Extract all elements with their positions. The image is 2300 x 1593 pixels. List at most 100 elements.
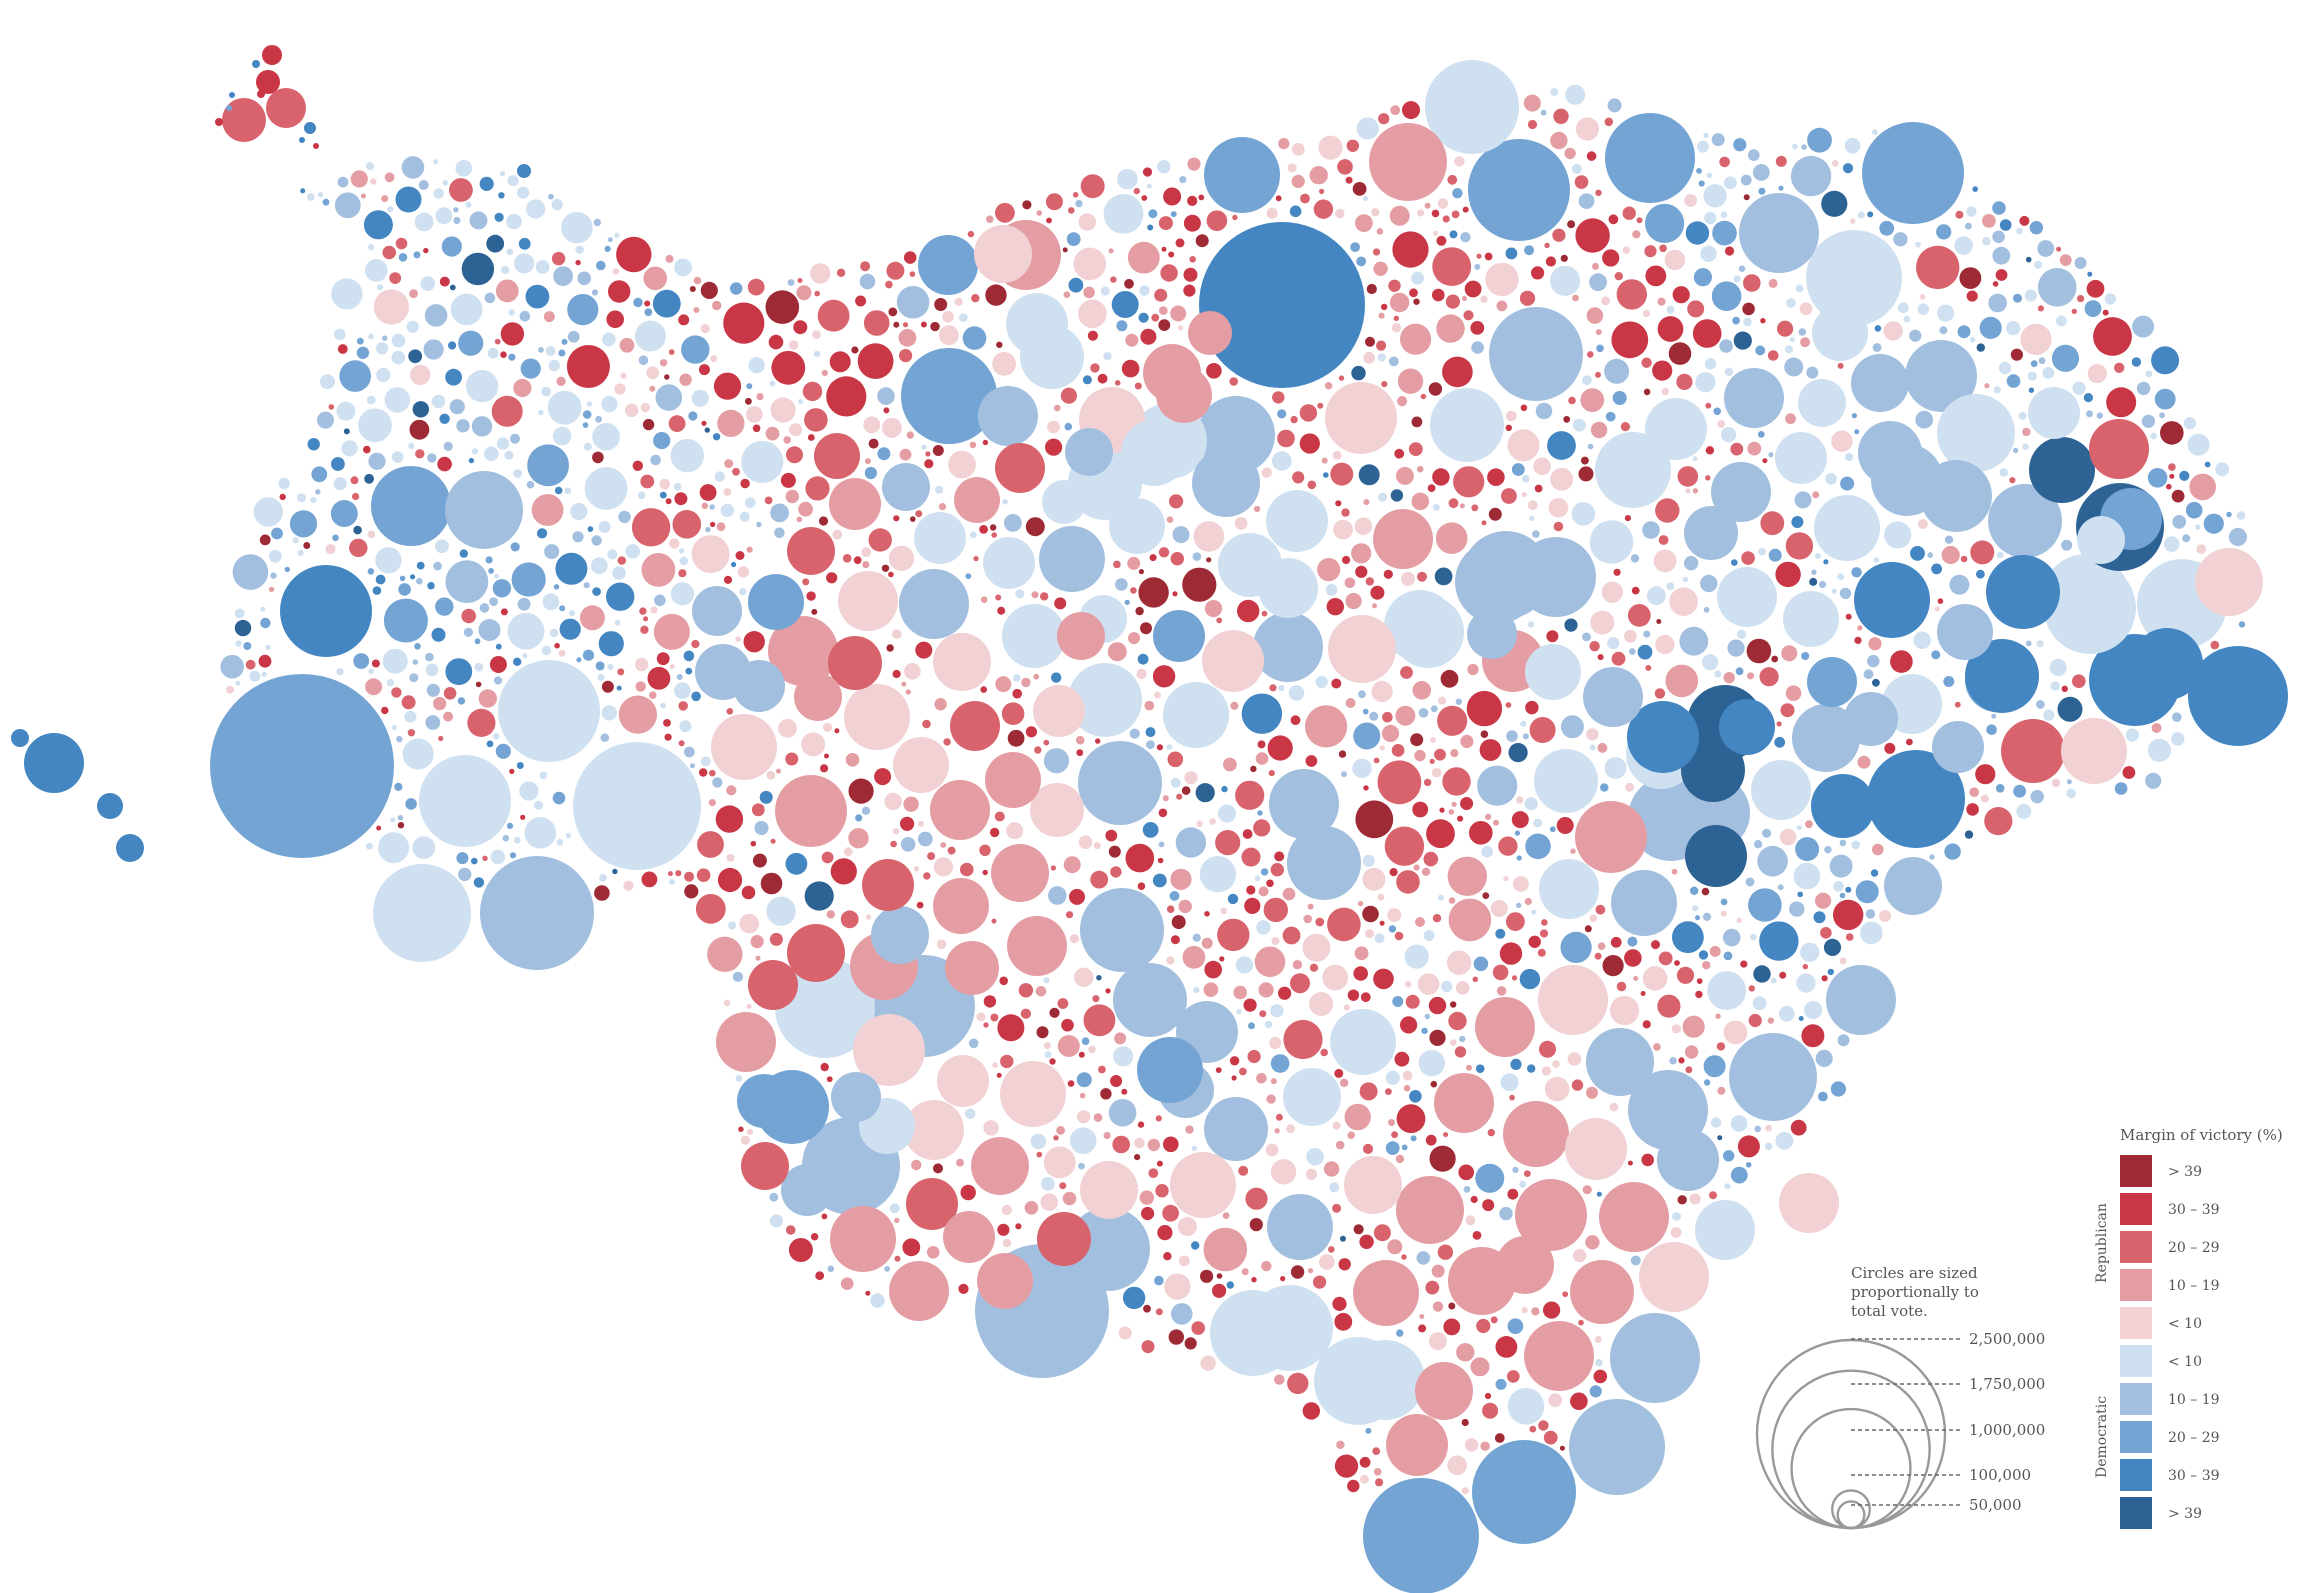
county-bubble	[1430, 705, 1438, 713]
county-bubble	[1468, 139, 1570, 241]
county-bubble	[2172, 515, 2187, 529]
county-bubble	[1851, 567, 1862, 578]
county-bubble	[1360, 992, 1371, 1003]
county-bubble	[1612, 391, 1627, 405]
county-bubble	[1565, 1118, 1627, 1180]
county-bubble	[1550, 265, 1581, 296]
county-bubble	[1417, 973, 1440, 995]
county-bubble	[518, 237, 531, 250]
county-bubble	[1235, 780, 1265, 810]
county-bubble	[234, 619, 252, 637]
county-bubble	[598, 631, 624, 657]
county-bubble	[785, 489, 799, 504]
county-bubble	[576, 657, 582, 663]
county-bubble	[1411, 416, 1423, 428]
county-bubble	[1797, 891, 1803, 898]
county-bubble	[991, 532, 997, 538]
county-bubble	[2066, 788, 2076, 799]
county-bubble	[1730, 442, 1744, 456]
county-bubble	[701, 502, 708, 509]
county-bubble	[594, 885, 610, 901]
county-bubble	[1362, 1143, 1374, 1154]
county-bubble	[1685, 221, 1710, 245]
county-bubble	[1075, 735, 1085, 745]
county-bubble	[1717, 1086, 1726, 1095]
county-bubble	[495, 643, 502, 650]
county-bubble	[1531, 1307, 1540, 1316]
county-bubble	[570, 503, 588, 521]
county-bubble	[1757, 431, 1765, 438]
county-bubble	[650, 454, 661, 466]
county-bubble	[435, 539, 449, 554]
county-bubble	[1529, 717, 1556, 743]
county-bubble	[1485, 813, 1492, 821]
county-bubble	[575, 259, 581, 266]
county-bubble	[1043, 739, 1050, 746]
county-bubble	[2087, 271, 2093, 277]
county-bubble	[1307, 480, 1317, 490]
county-bubble	[1596, 1191, 1602, 1197]
county-bubble	[830, 1206, 896, 1272]
county-bubble	[1249, 1218, 1263, 1232]
county-bubble	[1423, 930, 1435, 941]
county-bubble	[1672, 921, 1704, 954]
county-bubble	[1405, 994, 1420, 1009]
county-bubble	[1372, 603, 1377, 609]
county-bubble	[513, 469, 522, 478]
county-bubble	[1529, 515, 1535, 522]
county-bubble	[1414, 749, 1426, 762]
county-bubble	[1549, 826, 1556, 833]
county-bubble	[1872, 678, 1880, 687]
county-bubble	[1090, 363, 1100, 373]
county-bubble	[699, 484, 717, 501]
county-bubble	[270, 572, 277, 579]
county-bubble	[1732, 316, 1740, 325]
county-bubble	[1684, 506, 1738, 560]
county-bubble	[1447, 856, 1488, 896]
county-bubble	[1378, 312, 1385, 319]
county-bubble	[1375, 1478, 1384, 1487]
county-bubble	[1474, 263, 1481, 270]
county-bubble	[999, 976, 1008, 986]
county-bubble	[1970, 540, 1995, 565]
county-bubble	[509, 852, 517, 859]
county-bubble	[766, 896, 796, 926]
county-bubble	[1801, 652, 1810, 660]
county-bubble	[1421, 867, 1431, 876]
county-bubble	[1275, 195, 1282, 202]
county-bubble	[1784, 345, 1793, 354]
county-bubble	[1524, 245, 1535, 256]
county-bubble	[1448, 809, 1455, 815]
county-bubble	[1595, 329, 1602, 336]
size-legend-circle-5	[1836, 1500, 1866, 1530]
county-bubble	[1767, 350, 1779, 361]
county-bubble	[409, 419, 430, 440]
county-bubble	[582, 649, 595, 661]
county-bubble	[982, 869, 988, 876]
county-bubble	[1695, 1200, 1755, 1260]
county-bubble	[595, 415, 602, 423]
county-bubble	[1965, 222, 1972, 230]
county-bubble	[1146, 183, 1152, 189]
county-bubble	[1550, 88, 1559, 97]
legend-label-3: 20 – 29	[2168, 1240, 2220, 1256]
county-bubble	[1976, 569, 1985, 579]
county-bubble	[939, 325, 959, 346]
county-bubble	[1069, 934, 1079, 944]
county-bubble	[1109, 498, 1165, 554]
county-bubble	[1073, 247, 1107, 281]
county-bubble	[865, 1290, 871, 1296]
county-bubble	[1995, 269, 2008, 281]
county-bubble	[1778, 1005, 1795, 1022]
county-bubble	[1437, 894, 1445, 901]
county-bubble	[479, 176, 494, 191]
county-bubble	[262, 45, 282, 65]
county-bubble	[948, 450, 976, 479]
county-bubble	[416, 561, 425, 570]
county-bubble	[1799, 302, 1813, 316]
county-bubble	[1369, 123, 1447, 201]
county-bubble	[1500, 1073, 1519, 1092]
county-bubble	[1589, 1385, 1602, 1398]
county-bubble	[1015, 589, 1025, 599]
county-bubble	[943, 738, 951, 746]
